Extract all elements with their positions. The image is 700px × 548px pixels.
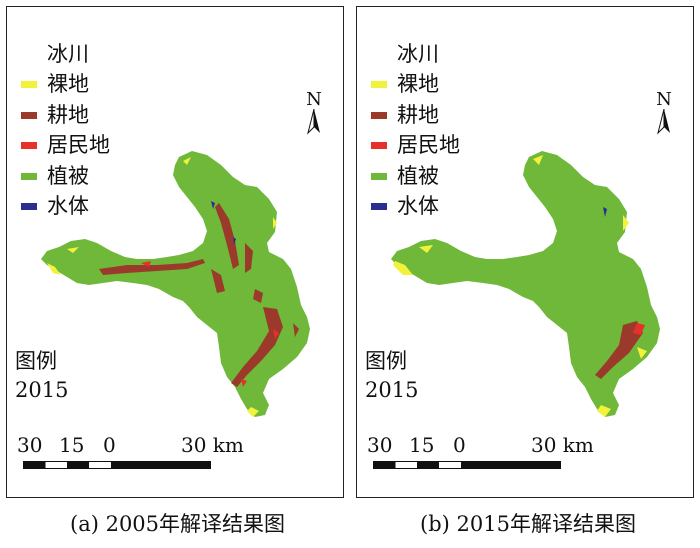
settlement-swatch: [21, 142, 37, 150]
legend-caption: 图例 2015: [15, 347, 68, 405]
scale-bar-graphic: [23, 461, 211, 469]
bare-land-swatch: [21, 81, 37, 89]
scale-tick-0: 0: [453, 433, 466, 457]
cropland-swatch: [371, 111, 387, 119]
bare-land-patches: [47, 157, 277, 417]
map-panel-2015: 冰川 裸地 耕地 居民地 植被 水体 N 图例 2015: [356, 6, 694, 498]
glacier-swatch: [21, 51, 37, 58]
legend-item-bare-land: 裸地: [21, 70, 110, 101]
legend-item-settlement: 居民地: [371, 131, 460, 162]
scale-tick-30-km: 30 km: [181, 433, 244, 457]
map-legend: 冰川 裸地 耕地 居民地 植被 水体: [371, 39, 460, 222]
map-legend: 冰川 裸地 耕地 居民地 植被 水体: [21, 39, 110, 222]
legend-item-settlement: 居民地: [21, 131, 110, 162]
legend-title: 图例: [15, 349, 57, 373]
legend-item-glacier: 冰川: [21, 39, 110, 70]
legend-item-water: 水体: [21, 192, 110, 223]
scale-tick-15: 15: [59, 433, 85, 457]
cropland-swatch: [21, 111, 37, 119]
legend-year: 2015: [15, 378, 69, 402]
legend-item-glacier: 冰川: [371, 39, 460, 70]
settlement-swatch: [371, 142, 387, 150]
legend-year: 2015: [365, 378, 419, 402]
legend-title: 图例: [365, 349, 407, 373]
legend-item-bare-land: 裸地: [371, 70, 460, 101]
legend-item-vegetation: 植被: [371, 161, 460, 192]
water-swatch: [21, 203, 37, 211]
legend-item-water: 水体: [371, 192, 460, 223]
scale-tick-30-left: 30: [367, 433, 393, 457]
bare-land-patches: [393, 155, 647, 417]
legend-item-cropland: 耕地: [371, 100, 460, 131]
water-patches: [211, 201, 236, 245]
scale-tick-30-km: 30 km: [531, 433, 594, 457]
scale-tick-15: 15: [409, 433, 435, 457]
legend-caption: 图例 2015: [365, 347, 418, 405]
legend-item-cropland: 耕地: [21, 100, 110, 131]
bare-land-swatch: [371, 81, 387, 89]
study-area-vegetation: [391, 151, 660, 417]
water-swatch: [371, 203, 387, 211]
map-panel-2005: 冰川 裸地 耕地 居民地 植被 水体 N 图例 2015: [6, 6, 344, 498]
settlement-patches: [633, 323, 645, 335]
scale-bar: 30 15 0 30 km: [17, 433, 244, 475]
north-arrow: N: [653, 91, 675, 139]
cropland-patches: [595, 321, 643, 379]
legend-item-vegetation: 植被: [21, 161, 110, 192]
vegetation-swatch: [21, 172, 37, 180]
settlement-patches: [141, 261, 279, 387]
scale-tick-30-left: 30: [17, 433, 43, 457]
study-area-vegetation: [41, 151, 310, 417]
north-arrow-icon: [657, 108, 670, 135]
scale-bar-graphic: [373, 461, 561, 469]
figure-caption-2005: (a) 2005年解译结果图: [70, 512, 286, 536]
water-patches: [603, 207, 607, 217]
scale-bar: 30 15 0 30 km: [367, 433, 594, 475]
north-arrow-icon: [307, 108, 320, 135]
land-cover-map-2015: [391, 151, 660, 417]
vegetation-swatch: [371, 172, 387, 180]
north-arrow: N: [303, 91, 325, 139]
glacier-swatch: [371, 51, 387, 58]
figure-caption-2015: (b) 2015年解译结果图: [420, 512, 636, 536]
north-label: N: [306, 89, 322, 110]
scale-tick-0: 0: [103, 433, 116, 457]
cropland-patches: [99, 203, 299, 387]
land-cover-map-2005: [41, 151, 310, 417]
north-label: N: [656, 89, 672, 110]
